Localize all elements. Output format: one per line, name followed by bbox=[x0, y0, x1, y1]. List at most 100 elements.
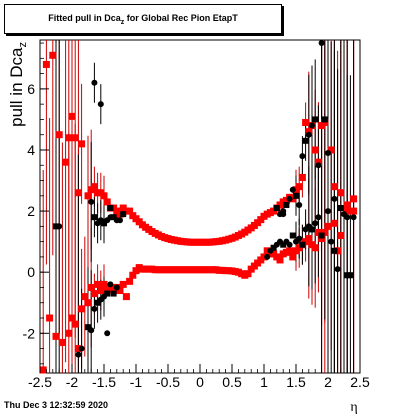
point-red-166 bbox=[295, 183, 303, 191]
timestamp-label: Thu Dec 3 12:32:59 2020 bbox=[4, 400, 109, 410]
point-red-110 bbox=[116, 210, 124, 218]
point-black-30 bbox=[270, 244, 277, 251]
x-axis-label: η bbox=[350, 400, 357, 414]
point-red-6 bbox=[71, 320, 79, 328]
point-black-9 bbox=[104, 290, 111, 297]
point-black-69 bbox=[337, 205, 344, 212]
point-red-4 bbox=[65, 329, 73, 337]
x-tick-label-1: -2 bbox=[66, 374, 79, 390]
point-red-175 bbox=[327, 146, 335, 154]
point-red-90 bbox=[350, 195, 358, 203]
point-red-15 bbox=[100, 280, 108, 288]
point-red-3 bbox=[58, 338, 66, 346]
point-red-98 bbox=[74, 189, 82, 197]
point-red-73 bbox=[286, 247, 294, 255]
point-black-23 bbox=[117, 217, 123, 224]
point-black-5 bbox=[91, 305, 98, 312]
title-main: Fitted pull in Dca bbox=[48, 13, 121, 23]
point-red-97 bbox=[71, 134, 79, 142]
chart-title: Fitted pull in Dcaz for Global Rec Pion … bbox=[5, 13, 281, 26]
point-black-49 bbox=[334, 266, 341, 273]
point-red-89 bbox=[343, 207, 351, 215]
point-red-105 bbox=[100, 192, 108, 200]
point-black-44 bbox=[315, 214, 322, 221]
point-black-67 bbox=[325, 150, 331, 157]
point-red-168 bbox=[302, 118, 310, 126]
point-red-8 bbox=[78, 305, 86, 313]
point-red-179 bbox=[350, 207, 358, 215]
x-tick-label-2: -1.5 bbox=[92, 374, 116, 390]
point-red-106 bbox=[103, 198, 111, 206]
point-black-3 bbox=[85, 324, 91, 331]
point-black-64 bbox=[315, 162, 322, 169]
point-red-65 bbox=[260, 253, 268, 261]
point-black-57 bbox=[293, 192, 299, 199]
y-tick-label-3: 4 bbox=[27, 142, 35, 158]
point-black-6 bbox=[94, 299, 101, 306]
point-black-39 bbox=[299, 241, 306, 248]
point-red-5 bbox=[68, 314, 76, 322]
x-tick-label-4: -0.5 bbox=[156, 374, 180, 390]
point-black-58 bbox=[296, 201, 303, 208]
point-black-52 bbox=[350, 214, 357, 221]
point-black-25 bbox=[91, 79, 98, 86]
x-tick-label-8: 1.5 bbox=[286, 374, 306, 390]
title-rest: for Global Rec Pion EtapT bbox=[124, 13, 238, 23]
point-black-51 bbox=[344, 272, 351, 279]
point-black-56 bbox=[289, 186, 296, 193]
x-tick-label-6: 0.5 bbox=[222, 374, 242, 390]
point-red-171 bbox=[311, 146, 319, 154]
point-black-26 bbox=[97, 101, 104, 108]
point-black-18 bbox=[101, 220, 107, 227]
point-red-169 bbox=[305, 128, 313, 136]
point-black-13 bbox=[113, 284, 120, 291]
point-red-9 bbox=[81, 293, 89, 301]
point-black-14 bbox=[88, 198, 95, 205]
point-red-21 bbox=[119, 280, 127, 288]
point-red-164 bbox=[289, 195, 297, 203]
point-red-82 bbox=[314, 228, 322, 236]
point-red-95 bbox=[65, 134, 73, 142]
point-red-102 bbox=[90, 183, 98, 191]
point-red-20 bbox=[116, 287, 124, 295]
point-black-42 bbox=[309, 226, 315, 233]
point-red-79 bbox=[305, 235, 313, 243]
y-tick-label-1: 0 bbox=[27, 264, 35, 280]
point-black-35 bbox=[286, 241, 293, 248]
point-red-1 bbox=[46, 314, 54, 322]
point-red-84 bbox=[321, 228, 329, 236]
point-black-68 bbox=[331, 195, 338, 202]
point-black-33 bbox=[280, 241, 287, 248]
point-black-36 bbox=[289, 232, 296, 239]
point-black-15 bbox=[91, 214, 98, 221]
point-black-54 bbox=[283, 201, 290, 208]
point-black-47 bbox=[328, 238, 335, 245]
point-red-93 bbox=[55, 131, 63, 139]
point-red-2 bbox=[52, 332, 60, 340]
point-red-100 bbox=[84, 192, 92, 200]
x-tick-label-9: 2 bbox=[324, 374, 332, 390]
point-black-75 bbox=[347, 272, 354, 279]
point-red-87 bbox=[334, 247, 342, 255]
point-red-177 bbox=[337, 189, 345, 197]
point-black-65 bbox=[318, 40, 325, 47]
point-red-167 bbox=[298, 173, 306, 181]
point-red-70 bbox=[276, 256, 284, 264]
x-tick-label-0: -2.5 bbox=[28, 374, 52, 390]
x-tick-label-5: 0 bbox=[196, 374, 204, 390]
point-black-71 bbox=[277, 211, 283, 218]
point-red-91 bbox=[42, 60, 50, 68]
point-black-24 bbox=[120, 211, 127, 218]
point-black-60 bbox=[302, 137, 309, 144]
point-black-0 bbox=[53, 223, 59, 230]
point-black-66 bbox=[321, 116, 328, 123]
point-red-92 bbox=[49, 51, 57, 59]
point-red-99 bbox=[78, 140, 86, 148]
point-black-48 bbox=[331, 247, 338, 254]
point-black-55 bbox=[286, 195, 293, 202]
point-red-113 bbox=[126, 207, 134, 215]
point-red-14 bbox=[97, 287, 105, 295]
point-red-83 bbox=[318, 235, 326, 243]
x-tick-label-10: 2.5 bbox=[350, 374, 370, 390]
